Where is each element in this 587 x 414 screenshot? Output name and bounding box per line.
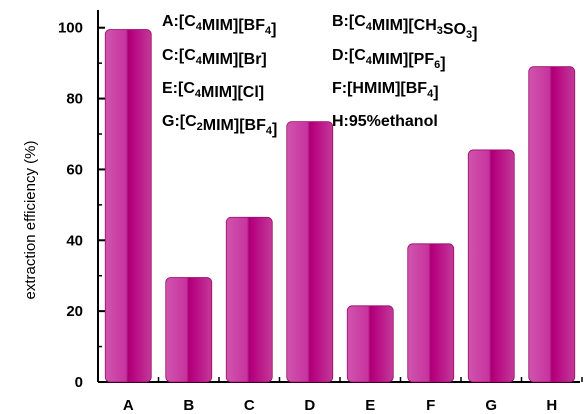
- x-tick-label-C: C: [244, 397, 255, 414]
- legend-entry-G: G:[C2MIM][BF4]: [162, 113, 277, 138]
- bar-D: [286, 121, 334, 383]
- y-axis-label: extraction efficiency (%): [22, 141, 39, 300]
- legend-entry-A: A:[C4MIM][BF4]: [162, 13, 276, 38]
- x-tick-label-B: B: [183, 397, 194, 414]
- legend-entry-F: F:[HMIM][BF4]: [332, 80, 439, 101]
- y-tick-label: 100: [58, 20, 83, 37]
- bar-E: [346, 305, 394, 383]
- x-tick-labels: A B C D E F G H: [123, 377, 583, 414]
- x-tick-label-A: A: [123, 397, 134, 414]
- y-ticks: 0 20 40 60 80 100: [58, 20, 105, 391]
- x-tick-label-H: H: [546, 397, 557, 414]
- bar-G: [467, 149, 515, 383]
- legend-entry-H: H:95%ethanol: [332, 113, 438, 130]
- bar-H: [528, 66, 576, 383]
- bar-F: [407, 243, 455, 383]
- bar-A: [104, 29, 152, 383]
- legend-entry-C: C:[C4MIM][Br]: [162, 47, 267, 68]
- x-tick-label-D: D: [304, 397, 315, 414]
- legend: A:[C4MIM][BF4] B:[C4MIM][CH3SO3] C:[C4MIM]…: [162, 13, 477, 138]
- x-tick-label-G: G: [485, 397, 497, 414]
- y-tick-label: 60: [66, 161, 83, 178]
- y-tick-label: 0: [75, 374, 83, 391]
- legend-entry-B: B:[C4MIM][CH3SO3]: [332, 13, 477, 42]
- y-tick-label: 40: [66, 232, 83, 249]
- legend-entry-D: D:[C4MIM][PF6]: [332, 47, 446, 72]
- bar-C: [225, 216, 273, 383]
- bar-B: [165, 277, 213, 383]
- x-tick-label-E: E: [365, 397, 375, 414]
- y-tick-label: 80: [66, 91, 83, 108]
- legend-entry-E: E:[C4MIM][Cl]: [162, 80, 264, 101]
- x-tick-label-F: F: [426, 397, 435, 414]
- y-tick-label: 20: [66, 303, 83, 320]
- bars: [104, 29, 576, 383]
